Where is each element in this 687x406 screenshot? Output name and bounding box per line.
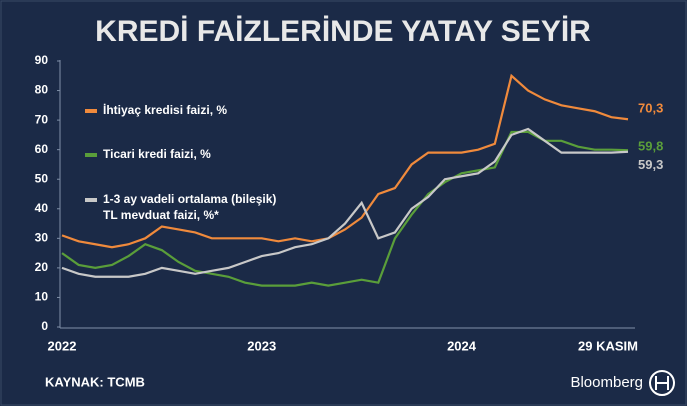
x-tick-label: 2024 [447,338,477,353]
brand: Bloomberg [570,374,643,391]
y-tick-label: 60 [35,142,49,156]
value-label: 59,8 [638,139,663,154]
series-line [61,73,629,249]
y-tick-label: 90 [35,53,49,67]
source: KAYNAK: TCMB [45,374,145,389]
legend-label: İhtiyaç kredisi faizi, % [103,102,227,117]
legend-label: Ticari kredi faizi, % [103,147,211,161]
value-label: 70,3 [638,101,663,116]
logo-mark [655,376,669,390]
logo [649,370,675,396]
y-tick-label: 20 [35,260,49,274]
y-tick-label: 70 [35,112,49,126]
legend-label: 1-3 ay vadeli ortalama (bileşik) TL mevdu… [103,192,276,222]
y-tick-label: 0 [41,319,48,333]
y-tick-label: 30 [35,231,49,245]
value-label: 59,3 [638,157,663,172]
y-tick-label: 10 [35,290,49,304]
series-line [61,130,629,287]
y-tick-label: 40 [35,201,49,215]
y-tick-label: 80 [35,83,49,97]
x-tick-label: 2023 [247,338,276,353]
series-line [61,127,629,278]
chart-title: KREDİ FAİZLERİNDE YATAY SEYİR [95,15,591,48]
y-tick-label: 50 [35,171,49,185]
x-tick-label: 29 KASIM [578,338,638,353]
x-tick-label: 2022 [48,338,77,353]
